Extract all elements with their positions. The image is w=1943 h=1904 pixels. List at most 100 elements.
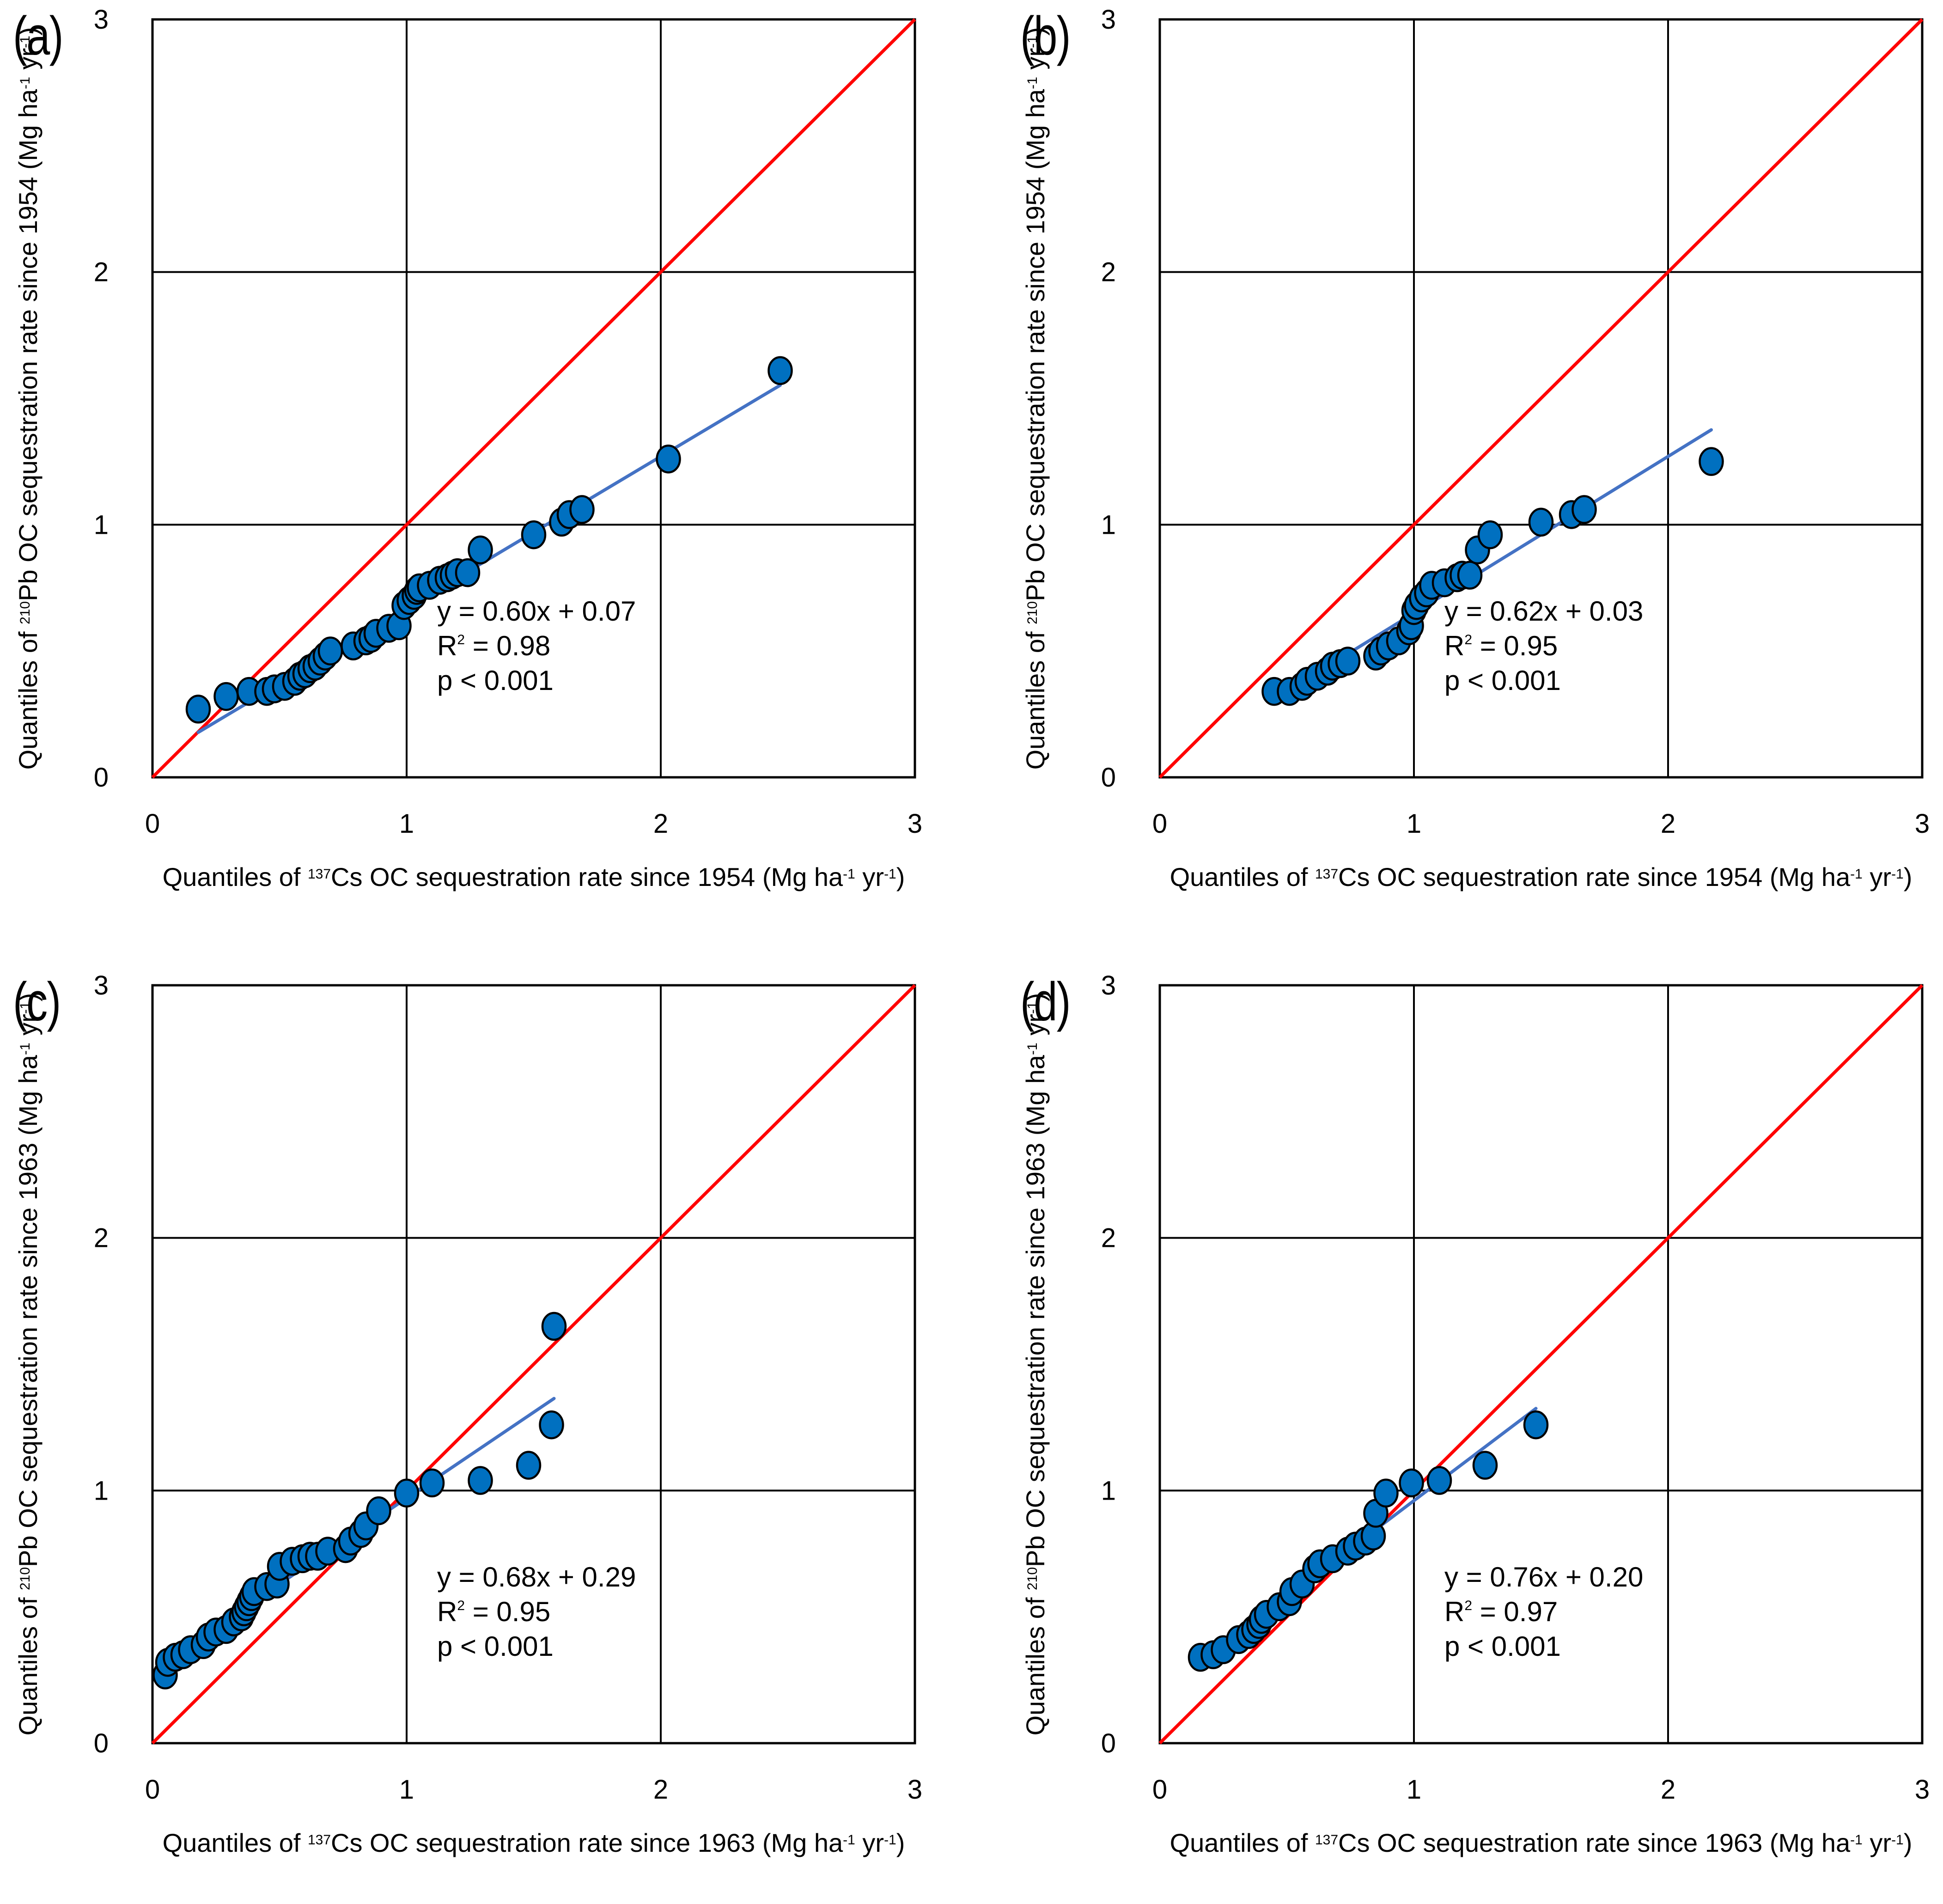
panel-label: (a): [13, 6, 63, 67]
title-text: Pb OC sequestration rate since 1963 (Mg …: [1021, 1055, 1050, 1567]
title-text: Cs OC sequestration rate since 1963 (Mg …: [1338, 1828, 1851, 1857]
data-point: [656, 444, 681, 474]
superscript: -1: [1891, 1832, 1904, 1848]
plot-frame: [151, 984, 916, 1745]
data-point: [1457, 561, 1483, 590]
title-text: yr: [855, 862, 884, 891]
y-tick-label: 2: [94, 257, 109, 287]
x-tick-label: 2: [653, 809, 668, 839]
data-point: [468, 1466, 493, 1495]
title-text: Pb OC sequestration rate since 1954 (Mg …: [1021, 89, 1050, 601]
equation-label: y = 0.62x + 0.03: [1444, 596, 1643, 627]
superscript: -1: [18, 77, 33, 89]
title-text: Quantiles of: [13, 624, 43, 769]
y-tick-label: 0: [1101, 1728, 1116, 1758]
superscript: -1: [884, 1832, 896, 1848]
title-text: ): [1904, 1828, 1913, 1857]
superscript: 137: [308, 1832, 331, 1848]
superscript: -1: [843, 867, 855, 882]
points: [185, 356, 793, 724]
data-point: [455, 558, 481, 587]
x-tick-label: 3: [908, 1775, 922, 1805]
title-text: Quantiles of: [163, 862, 308, 891]
grid: [1160, 19, 1922, 777]
title-text: yr: [13, 48, 43, 77]
title-text: yr: [855, 1828, 884, 1857]
y-tick-label: 2: [94, 1223, 109, 1253]
grid: [1160, 985, 1922, 1743]
points: [152, 1312, 567, 1690]
title-text: ): [1021, 993, 1050, 1002]
x-tick-label: 1: [1407, 809, 1421, 839]
plot-frame: [1158, 18, 1924, 779]
panel-c: (c) 0 1 2 3 0 1 2 3 y = 0.68x + 0.29 R2 = 0.95 p < …: [0, 966, 970, 1904]
points: [1188, 1410, 1549, 1672]
title-text: ): [1904, 862, 1913, 891]
title-text: yr: [1863, 862, 1891, 891]
r-superscript: 2: [457, 632, 465, 647]
panel-d: (d) 0 1 2 3 0 1 2 3 y = 0.76x + 0.20 R2 = 0.97 p < …: [1007, 966, 1943, 1904]
title-text: Cs OC sequestration rate since 1954 (Mg …: [331, 862, 843, 891]
superscript: 137: [1315, 1832, 1338, 1848]
y-tick-label: 1: [94, 510, 109, 540]
title-text: Cs OC sequestration rate since 1963 (Mg …: [331, 1828, 843, 1857]
superscript: -1: [1025, 1043, 1040, 1055]
title-text: Quantiles of: [163, 1828, 308, 1857]
y-tick-label: 0: [94, 1728, 109, 1758]
superscript: -1: [1025, 36, 1040, 48]
y-tick-label: 3: [94, 5, 109, 35]
panel-label: (d): [1020, 971, 1071, 1032]
data-point: [539, 1410, 564, 1440]
equation-label: y = 0.68x + 0.29: [437, 1562, 636, 1593]
title-text: yr: [1863, 1828, 1891, 1857]
reference-line-1to1: [1158, 984, 1924, 1745]
y-tick-label: 0: [1101, 763, 1116, 793]
y-tick-label: 1: [94, 1476, 109, 1506]
x-axis-title: Quantiles of 137Cs OC sequestration rate…: [1170, 862, 1913, 891]
r-label: R: [437, 630, 457, 661]
data-point: [1472, 1451, 1498, 1480]
y-axis-title: Quantiles of 210Pb OC sequestration rate…: [1021, 27, 1050, 770]
panel-b: (b) 0 1 2 3 0 1 2 3 y = 0.62x + 0.03 R2 = 0.95 p < …: [1007, 0, 1943, 938]
r-superscript: 2: [1464, 1598, 1472, 1613]
data-point: [366, 1496, 391, 1526]
title-text: ): [896, 862, 905, 891]
x-tick-label: 1: [399, 809, 414, 839]
data-point: [317, 636, 343, 665]
x-tick-label: 0: [1152, 1775, 1167, 1805]
x-tick-label: 3: [1915, 809, 1930, 839]
r-squared-label: R2 = 0.98: [437, 630, 550, 661]
title-text: ): [13, 993, 43, 1002]
superscript: 210: [1025, 1567, 1040, 1590]
r-value: = 0.95: [1472, 630, 1558, 661]
superscript: -1: [843, 1832, 855, 1848]
title-text: Quantiles of: [13, 1590, 43, 1735]
data-point: [419, 1468, 445, 1498]
data-point: [213, 682, 239, 711]
title-text: ): [896, 1828, 905, 1857]
plot-frame: [151, 18, 916, 779]
x-tick-label: 2: [653, 1775, 668, 1805]
y-tick-label: 1: [1101, 510, 1116, 540]
plot-frame: [1158, 984, 1924, 1745]
superscript: -1: [884, 867, 896, 882]
x-axis-title: Quantiles of 137Cs OC sequestration rate…: [163, 1828, 905, 1857]
x-tick-label: 0: [1152, 809, 1167, 839]
superscript: 210: [18, 601, 33, 624]
y-tick-label: 3: [1101, 970, 1116, 1001]
p-value-label: p < 0.001: [437, 1631, 554, 1662]
p-value-label: p < 0.001: [1444, 1631, 1561, 1662]
reference-line-1to1: [151, 984, 916, 1745]
panel-label: (b): [1020, 6, 1071, 67]
superscript: 137: [1315, 867, 1338, 882]
data-point: [1477, 520, 1503, 549]
title-text: Cs OC sequestration rate since 1954 (Mg …: [1338, 862, 1851, 891]
data-point: [394, 1478, 420, 1508]
y-tick-label: 2: [1101, 257, 1116, 287]
reference-line-1to1: [151, 18, 916, 779]
x-axis-title: Quantiles of 137Cs OC sequestration rate…: [1170, 1828, 1913, 1857]
p-value-label: p < 0.001: [1444, 665, 1561, 696]
title-text: Pb OC sequestration rate since 1954 (Mg …: [13, 89, 43, 601]
panel-a: (a) 0 1 2 3 0 1 2 3 y = 0.60x + 0.07 R2 = 0.98 p < …: [0, 0, 970, 938]
